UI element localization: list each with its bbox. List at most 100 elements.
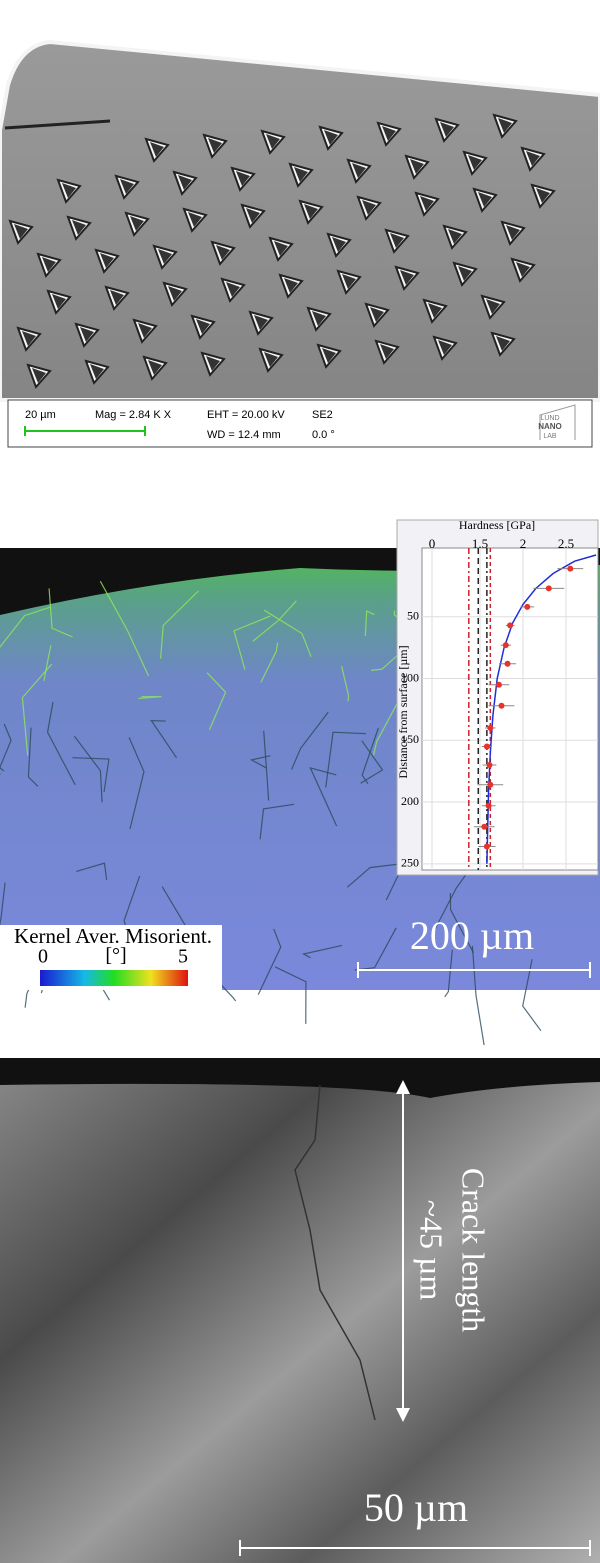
- colorbar-title: Kernel Aver. Misorient.: [14, 924, 212, 948]
- grain-boundary: [46, 701, 76, 786]
- grain-boundary: [259, 803, 295, 840]
- grain-boundary: [263, 609, 312, 658]
- sem-image: [0, 39, 600, 402]
- y-tick-label: 100: [401, 670, 419, 684]
- x-axis-label: Hardness [GPa]: [459, 518, 535, 532]
- grain-boundary: [72, 757, 110, 793]
- crack-label: Crack length: [456, 1168, 492, 1332]
- grain-boundary: [0, 882, 6, 928]
- grain-boundary: [301, 944, 343, 959]
- indent-shadow: [90, 364, 104, 379]
- grain-boundary: [341, 666, 350, 702]
- grain-boundary: [263, 730, 270, 801]
- scalebar-label: 50 µm: [364, 1485, 468, 1530]
- indent-shadow: [22, 331, 36, 346]
- indent-shadow: [138, 323, 152, 338]
- indent-shadow: [410, 159, 424, 174]
- grain-boundary: [361, 728, 379, 785]
- fit-curve: [486, 554, 597, 864]
- indent-shadow: [498, 118, 512, 133]
- data-point: [483, 843, 490, 850]
- indent-shadow: [428, 303, 442, 318]
- colorbar-unit: [°]: [105, 945, 126, 967]
- indent-shadow: [486, 299, 500, 314]
- indent-shadow: [110, 290, 124, 305]
- indent-shadow: [264, 352, 278, 367]
- grain-boundary: [159, 590, 199, 659]
- grain-boundary: [21, 663, 53, 756]
- working-distance: WD = 12.4 mm: [207, 429, 281, 441]
- x-tick-label: 0: [429, 536, 436, 551]
- scalebar-label: 20 µm: [25, 409, 56, 421]
- indent-shadow: [312, 311, 326, 326]
- indent-shadow: [80, 327, 94, 342]
- scalebar-label: 200 µm: [410, 913, 534, 958]
- indent-shadow: [506, 225, 520, 240]
- indent-shadow: [438, 340, 452, 355]
- indent-shadow: [400, 270, 414, 285]
- indent-shadow: [100, 253, 114, 268]
- grain-boundary: [471, 945, 485, 1046]
- grain-boundary: [360, 740, 384, 784]
- indent-shadow: [226, 282, 240, 297]
- indent-shadow: [208, 138, 222, 153]
- micrograph: [0, 1058, 600, 1563]
- panel-b: Kernel Aver. Misorient. [°] 0 5 200 µm H…: [0, 518, 600, 1046]
- crack-value: ~45 µm: [414, 1200, 450, 1301]
- data-point: [487, 781, 494, 788]
- indent-shadow: [188, 212, 202, 227]
- grain-boundary: [48, 588, 73, 638]
- indent-shadow: [382, 126, 396, 141]
- info-bar: [7, 399, 593, 448]
- indent-shadow: [304, 204, 318, 219]
- grain-boundary: [233, 615, 271, 670]
- indent-shadow: [52, 294, 66, 309]
- indent-shadow: [496, 336, 510, 351]
- indent-shadow: [246, 208, 260, 223]
- hardness-chart: Hardness [GPa] Distance from surface [µm…: [396, 518, 599, 876]
- indent-shadow: [332, 237, 346, 252]
- grain-boundary: [257, 928, 282, 995]
- colorbar-max: 5: [178, 946, 188, 968]
- indent-shadow: [216, 245, 230, 260]
- panel-a: 20 µm Mag = 2.84 K X EHT = 20.00 kV WD =…: [0, 39, 600, 448]
- magnification: Mag = 2.84 K X: [95, 409, 172, 421]
- indent-shadow: [254, 315, 268, 330]
- indent-shadow: [178, 175, 192, 190]
- data-point: [507, 622, 514, 629]
- logo-shape: [539, 404, 576, 440]
- indent-shadow: [42, 257, 56, 272]
- indent-shadow: [266, 134, 280, 149]
- y-tick-label: 250: [401, 856, 419, 870]
- surface-layer: [0, 1058, 600, 1098]
- indent-shadow: [458, 266, 472, 281]
- logo-text: LAB: [543, 433, 557, 440]
- grain-boundary: [522, 959, 542, 1032]
- data-point: [495, 681, 502, 688]
- colorbar: [40, 970, 188, 986]
- indent-shadow: [390, 233, 404, 248]
- grain-boundary: [206, 672, 227, 731]
- colorbar-min: 0: [38, 946, 48, 968]
- grain-boundary: [150, 719, 178, 759]
- indent-shadow: [322, 348, 336, 363]
- grain-boundary: [274, 966, 307, 1024]
- indent-shadow: [158, 249, 172, 264]
- indent-shadow: [448, 229, 462, 244]
- indent-shadow: [294, 167, 308, 182]
- grain-boundary: [0, 767, 5, 775]
- grain-boundary: [372, 692, 404, 756]
- indent-shadow: [148, 360, 162, 375]
- logo-text: NANO: [538, 422, 562, 431]
- data-point: [498, 702, 505, 709]
- indent-shadow: [168, 286, 182, 301]
- x-tick-label: 2.5: [558, 536, 574, 551]
- logo-text: LUND: [540, 415, 559, 422]
- y-tick-label: 150: [401, 732, 419, 746]
- indent-shadow: [380, 344, 394, 359]
- indent-shadow: [342, 274, 356, 289]
- indent-shadow: [284, 278, 298, 293]
- grain-boundary: [99, 580, 150, 677]
- grain-boundary: [444, 949, 453, 998]
- x-tick-label: 1.5: [472, 536, 488, 551]
